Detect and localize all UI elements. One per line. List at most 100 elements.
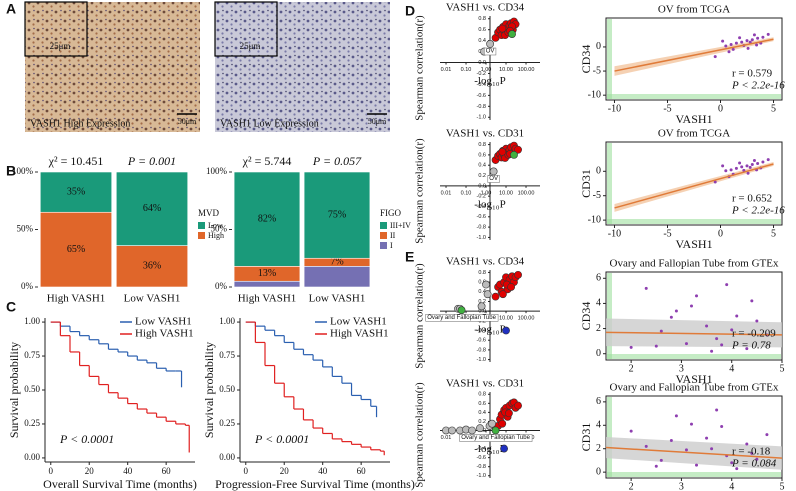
point xyxy=(750,38,754,42)
y-tick-label: 0.0 xyxy=(478,309,486,315)
value-label: 64% xyxy=(143,203,161,214)
legend-label: Low VASH1 xyxy=(135,316,192,328)
x-tick-label: 2 xyxy=(629,363,634,374)
legend-swatch xyxy=(198,222,205,229)
point-label-box xyxy=(425,314,499,322)
point xyxy=(629,345,633,349)
rug xyxy=(607,354,781,359)
point xyxy=(705,436,709,440)
y-tick-label: 0% xyxy=(215,281,228,291)
point xyxy=(755,457,759,461)
x-tick-label: 100.00 xyxy=(518,67,535,73)
fit-line xyxy=(605,331,783,336)
y-tick-label: 50% xyxy=(211,224,228,234)
chart-title: OV from TCGA xyxy=(658,4,730,16)
legend-title: FIGO xyxy=(380,208,402,218)
annotation: χ² = 10.451 xyxy=(48,154,104,168)
y-axis-label: CD31 xyxy=(579,169,593,198)
x-tick-label: 60 xyxy=(162,466,172,476)
rug xyxy=(607,19,612,99)
y-tick-label: 0 xyxy=(596,41,601,52)
y-axis-label: Spearman correlation(r) xyxy=(414,263,426,369)
y-tick-label: -0.4 xyxy=(477,82,486,88)
point xyxy=(491,426,500,435)
y-tick-label: 0 xyxy=(596,166,601,177)
point xyxy=(669,439,673,443)
chart-title: VASH1 vs. CD31 xyxy=(446,128,524,140)
y-tick-label: -10 xyxy=(588,214,601,225)
x-tick-label: 0 xyxy=(49,466,54,476)
y-tick-label: 50% xyxy=(17,224,34,234)
point xyxy=(654,464,658,468)
x-tick-label: 1.00 xyxy=(481,67,492,73)
x-tick-label: 10.00 xyxy=(499,190,513,196)
bar-segment xyxy=(39,171,113,213)
chart-title: Ovary and Fallopian Tube from GTEx xyxy=(610,382,779,394)
point xyxy=(761,35,765,39)
x-axis-label: VASH1 xyxy=(675,372,712,386)
scale-label: 50μm xyxy=(178,117,197,126)
point xyxy=(755,319,759,323)
point xyxy=(734,41,738,45)
y-tick-label: 6 xyxy=(596,396,601,407)
point xyxy=(476,424,484,433)
x-tick-label: 100.00 xyxy=(518,190,535,196)
point xyxy=(659,458,663,462)
y-tick-label: 0.00 xyxy=(219,452,235,462)
image-caption: VASH1 Low Expression xyxy=(220,118,319,129)
point xyxy=(644,286,648,290)
y-tick-label: 0.4 xyxy=(478,289,486,295)
point-label: OV xyxy=(489,176,498,182)
y-tick-label: 0.0 xyxy=(478,60,486,66)
y-tick-label: -0.6 xyxy=(477,93,486,99)
point-label-box xyxy=(459,434,533,442)
x-tick-label: 0.01 xyxy=(441,435,452,441)
legend-label: III+IV xyxy=(390,221,411,230)
value-label: 7% xyxy=(330,257,343,268)
x-axis-label: -log₁₀P xyxy=(474,324,506,336)
point xyxy=(740,165,744,169)
y-tick-label: -1.0 xyxy=(477,235,486,241)
x-axis-label: VASH1 xyxy=(675,237,712,251)
point xyxy=(724,44,728,48)
chart-title: Ovary and Fallopian Tube from GTEx xyxy=(610,258,779,270)
y-tick-label: 0.4 xyxy=(478,38,486,44)
legend-swatch xyxy=(380,242,387,249)
x-axis-label: -log₁₀P xyxy=(474,443,506,455)
chart-title: VASH1 vs. CD34 xyxy=(446,256,525,268)
point xyxy=(508,30,516,38)
y-axis-label: Spearman correlation(r) xyxy=(414,138,426,244)
point xyxy=(756,161,760,165)
point-label-box xyxy=(487,175,500,183)
annotation: r = 0.579 xyxy=(732,68,773,80)
y-tick-label: 0.6 xyxy=(478,280,486,286)
inset xyxy=(24,1,88,57)
point xyxy=(755,43,759,47)
inset-scale: 25μm xyxy=(50,41,71,51)
point-label-box xyxy=(484,47,497,56)
y-tick-label: 0.8 xyxy=(478,270,486,276)
point-label: OV xyxy=(486,48,495,54)
point xyxy=(725,283,729,287)
rug xyxy=(607,143,612,224)
y-tick-label: 0.6 xyxy=(478,152,486,158)
point xyxy=(715,408,719,412)
point xyxy=(514,270,522,279)
point xyxy=(505,409,513,418)
x-tick-label: 1.00 xyxy=(481,190,492,196)
y-tick-label: 0.2 xyxy=(478,419,486,425)
y-tick-label: -1.0 xyxy=(477,473,486,479)
y-tick-label: -0.6 xyxy=(477,455,486,461)
x-tick-label: 100.00 xyxy=(518,316,535,322)
point xyxy=(727,50,731,54)
x-tick-label: -5 xyxy=(663,228,671,239)
point xyxy=(684,342,688,346)
point xyxy=(457,306,466,315)
point xyxy=(695,294,699,298)
bar-segment xyxy=(303,265,371,288)
value-label: 75% xyxy=(328,209,346,220)
point xyxy=(715,337,719,341)
y-axis-label: Spearman correlation(r) xyxy=(414,15,426,121)
x-tick-label: 5 xyxy=(771,103,776,114)
y-axis-label: CD34 xyxy=(579,45,593,74)
